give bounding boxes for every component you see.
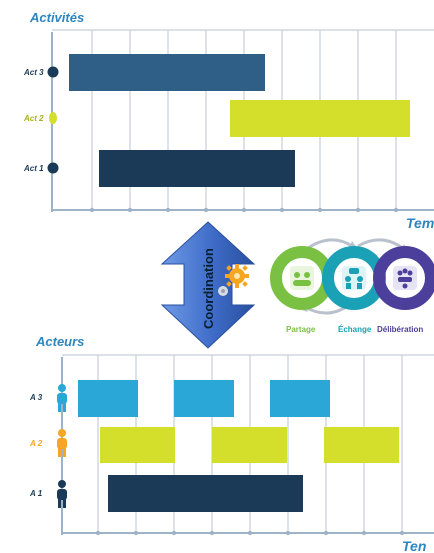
partage-icon (290, 266, 314, 290)
actor-bar-a2-3 (324, 427, 399, 463)
actors-axis-ticks (95, 530, 405, 536)
actor-bar-a2-1 (100, 427, 175, 463)
coordination-label: Coordination (201, 248, 216, 329)
deliberation-icon (393, 266, 417, 290)
activity-label-act1: Act 1 (23, 164, 44, 173)
actors-chart: Acteurs (29, 334, 434, 553)
activity-bar-act1 (99, 150, 295, 187)
activity-bar-act2 (230, 100, 410, 137)
step-label-partage: Partage (286, 325, 316, 334)
person-icon-a3 (57, 384, 67, 412)
step-label-deliberation: Délibération (377, 325, 423, 334)
activity-label-act2: Act 2 (23, 114, 44, 123)
actor-bar-a1 (108, 475, 303, 512)
echange-icon (342, 266, 366, 290)
gear-small-icon (218, 286, 228, 296)
activity-bar-act3 (69, 54, 265, 91)
activities-title: Activités (29, 10, 84, 25)
activity-label-act3: Act 3 (23, 68, 44, 77)
actor-label-a3: A 3 (29, 393, 43, 402)
activities-axis-ticks (89, 207, 399, 213)
actor-bar-a3-3 (270, 380, 330, 417)
process-diagram: Partage Échange Délibération (270, 238, 434, 334)
coordination-arrow: Coordination (160, 221, 256, 349)
person-icon-a2 (57, 429, 67, 457)
activity-marker-act2 (49, 112, 57, 124)
person-icon-a1 (57, 480, 67, 508)
step-label-echange: Échange (338, 325, 372, 334)
actor-bar-a3-1 (78, 380, 138, 417)
gear-icon (225, 264, 249, 288)
actor-bar-a3-2 (174, 380, 234, 417)
actors-title: Acteurs (35, 334, 84, 349)
activity-marker-act1 (47, 162, 59, 174)
activities-chart: Activités (23, 10, 434, 231)
actor-label-a1: A 1 (29, 489, 43, 498)
ring-deliberation (373, 246, 434, 310)
actors-axis-label: Ten (402, 538, 426, 553)
actor-label-a2: A 2 (29, 439, 43, 448)
activities-axis-label: Tem (406, 215, 434, 231)
actor-bar-a2-2 (212, 427, 287, 463)
activity-marker-act3 (47, 66, 59, 78)
